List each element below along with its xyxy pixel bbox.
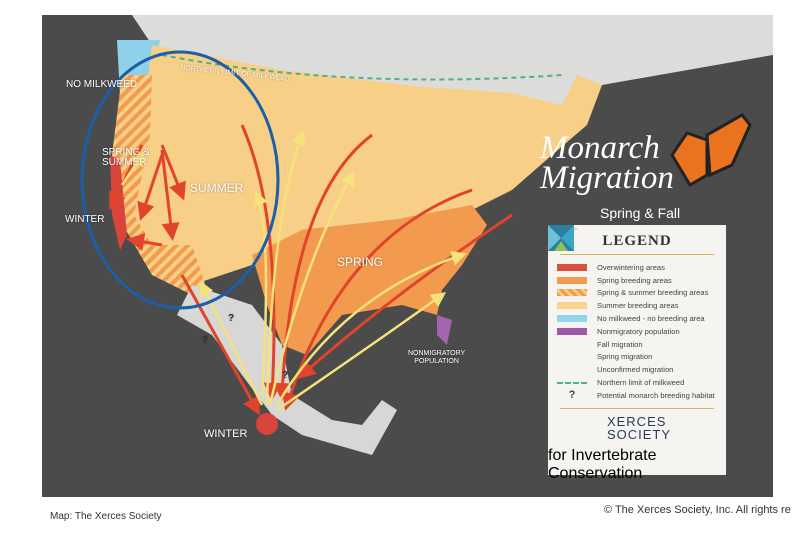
legend-item: Summer breeding areas — [548, 299, 726, 312]
label-winter-mexico: WINTER — [204, 428, 248, 440]
legend-item: Northern limit of milkweed — [548, 376, 726, 389]
label-line: NONMIGRATORY — [408, 350, 466, 357]
arrow-icon — [548, 225, 587, 348]
map-title: Monarch Migration — [540, 130, 674, 196]
map-subtitle: Spring & Fall — [600, 205, 681, 221]
label-line: SPRING & — [102, 147, 150, 158]
legend-item: Spring migration — [548, 225, 726, 364]
overwintering-mexico — [256, 413, 278, 435]
legend-label: Spring breeding areas — [597, 275, 672, 285]
legend-label: Unconfirmed migration — [597, 365, 674, 375]
label-summer: SUMMER — [190, 181, 244, 195]
mexico-land — [177, 285, 397, 455]
legend-swatch — [557, 276, 587, 284]
xerces-logo: XERCES SOCIETY — [548, 225, 726, 442]
label-spring-summer: SPRING & SUMMER — [102, 148, 150, 168]
monarch-migration-map: NO MILKWEED NORTHERN LIMIT OF MILKWEED S… — [42, 15, 773, 497]
legend-item: ? Potential monarch breeding habitat — [548, 389, 726, 402]
legend-items: Overwintering areas Spring breeding areas… — [548, 225, 726, 402]
summer-area — [112, 45, 602, 285]
question-mark: ? — [282, 370, 289, 381]
legend-swatch — [557, 302, 587, 310]
label-line: SUMMER — [102, 157, 147, 168]
divider — [560, 254, 714, 255]
legend-label: Summer breeding areas — [597, 301, 679, 311]
nonmigratory-area — [437, 315, 452, 345]
legend-swatch — [557, 315, 587, 323]
label-spring: SPRING — [337, 255, 384, 269]
label-nonmigratory: NONMIGRATORY POPULATION — [408, 350, 465, 366]
title-line: Monarch — [540, 130, 660, 166]
spring-area — [252, 205, 487, 355]
highlight-circle — [80, 50, 280, 310]
legend-label: Nonmigratory population — [597, 326, 680, 336]
legend-swatch — [557, 327, 587, 335]
divider — [560, 407, 714, 409]
question-mark: ? — [202, 335, 209, 346]
legend-label: No milkweed - no breeding area — [597, 314, 705, 324]
label-winter-west: WINTER — [65, 214, 105, 225]
legend-swatch — [557, 289, 587, 297]
logo-text: XERCES — [606, 413, 667, 429]
legend-label: Spring & summer breeding areas — [597, 288, 709, 298]
xerces-x-icon — [548, 225, 574, 251]
legend-swatch — [557, 263, 587, 271]
arrow-icon — [548, 225, 587, 373]
label-line: POPULATION — [414, 358, 459, 365]
legend-title: LEGEND — [602, 233, 672, 249]
title-line: Migration — [540, 160, 674, 196]
legend-item: No milkweed - no breeding area — [548, 312, 726, 325]
spring-migration-arrows — [120, 130, 467, 412]
legend-label: Fall migration — [597, 339, 643, 349]
caption-right: © The Xerces Society, Inc. All rights re — [604, 504, 791, 516]
question-icon: ? — [568, 389, 576, 402]
label-no-milkweed: NO MILKWEED — [66, 79, 138, 90]
legend: LEGEND Overwintering areas Spring breedin… — [548, 225, 726, 482]
logo-tagline: for Invertebrate Conservation — [548, 446, 657, 482]
legend-item: Nonmigratory population — [548, 325, 726, 338]
caption-left: Map: The Xerces Society — [50, 511, 162, 522]
northern-limit-line — [161, 54, 563, 81]
question-mark: ? — [228, 313, 235, 324]
logo-text: SOCIETY — [606, 426, 672, 442]
legend-item: Spring breeding areas — [548, 274, 726, 287]
legend-label: Potential monarch breeding habitat — [597, 390, 715, 400]
legend-item: Overwintering areas — [548, 261, 726, 274]
arrow-icon — [548, 225, 587, 360]
canada-land — [132, 15, 773, 110]
dashed-line-icon — [557, 381, 587, 384]
legend-item: Unconfirmed migration — [548, 225, 726, 376]
legend-item: Spring & summer breeding areas — [548, 287, 726, 300]
legend-label: Spring migration — [597, 352, 653, 362]
map-graphic — [80, 15, 773, 455]
legend-item: Fall migration — [548, 225, 726, 351]
legend-label: Overwintering areas — [597, 262, 665, 272]
legend-label: Northern limit of milkweed — [597, 378, 685, 388]
